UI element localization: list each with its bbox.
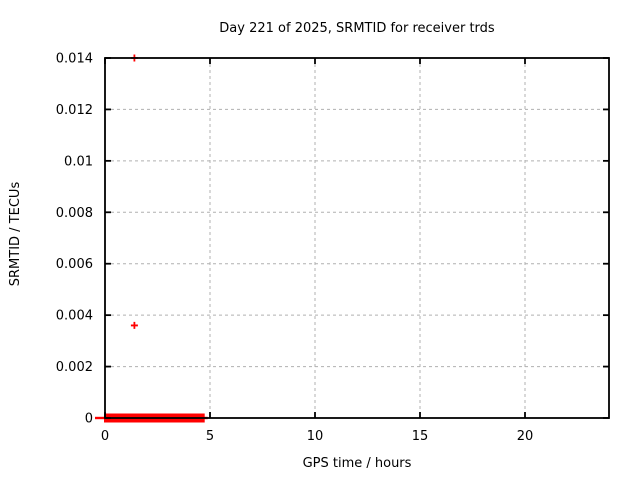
x-tick-label: 5 xyxy=(206,429,214,444)
x-tick-label: 0 xyxy=(101,429,109,444)
y-tick-label: 0.01 xyxy=(64,154,93,169)
y-tick-label: 0.006 xyxy=(56,257,93,272)
chart-title: Day 221 of 2025, SRMTID for receiver trd… xyxy=(219,21,495,36)
x-axis-label: GPS time / hours xyxy=(302,456,412,471)
y-tick-label: 0.008 xyxy=(56,206,93,221)
y-tick-label: 0.004 xyxy=(56,309,93,324)
y-tick-label: 0.014 xyxy=(56,52,93,67)
data-point-marker xyxy=(130,321,138,329)
y-tick-label: 0 xyxy=(85,412,93,427)
plot-border xyxy=(104,57,610,419)
x-tick-label: 20 xyxy=(517,429,534,444)
x-tick-label: 10 xyxy=(307,429,324,444)
y-tick-label: 0.012 xyxy=(56,103,93,118)
x-tick-label: 15 xyxy=(412,429,429,444)
y-tick-label: 0.002 xyxy=(56,360,93,375)
